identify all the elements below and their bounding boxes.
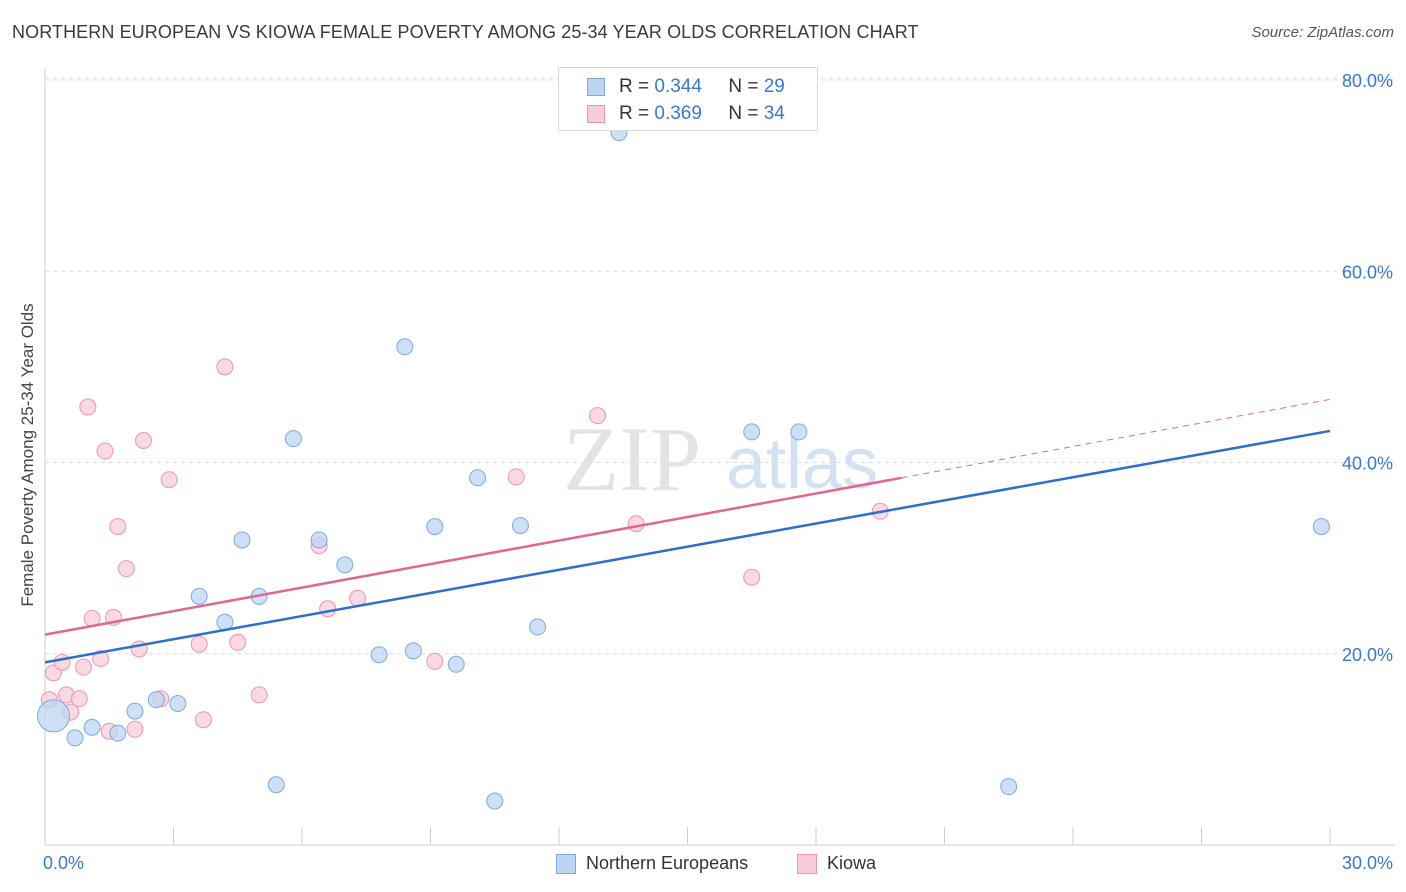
data-point-northern-europeans bbox=[109, 724, 127, 742]
data-point-northern-europeans bbox=[743, 423, 761, 441]
data-point-northern-europeans bbox=[529, 618, 547, 636]
data-point-kiowa bbox=[743, 568, 761, 586]
legend-swatch-pink bbox=[587, 105, 605, 123]
data-point-kiowa bbox=[75, 658, 93, 676]
r-label: R = bbox=[619, 103, 650, 124]
data-point-northern-europeans bbox=[426, 518, 444, 536]
x-tick-label: 30.0% bbox=[1342, 853, 1393, 873]
legend-label: Kiowa bbox=[827, 853, 877, 873]
legend-swatch-pink bbox=[797, 854, 817, 874]
r-label: R = bbox=[619, 76, 650, 97]
stats-text: R = 0.344 N = 29 bbox=[619, 76, 785, 98]
data-point-kiowa bbox=[250, 686, 268, 704]
r-value: 0.344 bbox=[654, 76, 702, 97]
data-point-kiowa bbox=[507, 468, 525, 486]
data-point-kiowa bbox=[70, 690, 88, 708]
y-tick-label: 40.0% bbox=[1342, 454, 1393, 474]
data-point-northern-europeans bbox=[169, 694, 187, 712]
data-point-northern-europeans bbox=[396, 338, 414, 356]
legend-swatch-blue bbox=[587, 78, 605, 96]
data-point-northern-europeans bbox=[147, 691, 165, 709]
data-point-kiowa bbox=[216, 358, 234, 376]
data-point-kiowa bbox=[589, 407, 607, 425]
data-point-northern-europeans bbox=[37, 699, 71, 733]
r-value: 0.369 bbox=[654, 103, 702, 124]
data-point-kiowa bbox=[109, 518, 127, 536]
data-point-northern-europeans bbox=[336, 556, 354, 574]
trendline-northern-europeans bbox=[44, 429, 1331, 664]
legend-label: Northern Europeans bbox=[586, 853, 749, 873]
data-point-kiowa bbox=[319, 600, 337, 618]
n-label: N = bbox=[728, 103, 759, 124]
data-point-northern-europeans bbox=[1000, 778, 1018, 796]
tick-label-layer: 20.0% 40.0% 60.0% 80.0% 0.0% 30.0% bbox=[43, 71, 1393, 873]
data-point-kiowa bbox=[126, 720, 144, 738]
legend-swatch-blue bbox=[556, 854, 576, 874]
data-point-kiowa bbox=[160, 471, 178, 489]
y-tick-label: 60.0% bbox=[1342, 262, 1393, 282]
data-point-kiowa bbox=[229, 633, 247, 651]
data-point-northern-europeans bbox=[190, 587, 208, 605]
data-point-northern-europeans bbox=[469, 469, 487, 487]
data-point-kiowa bbox=[92, 650, 110, 668]
chart-source: Source: ZipAtlas.com bbox=[1251, 24, 1394, 41]
n-label: N = bbox=[728, 76, 759, 97]
x-tick-label: 0.0% bbox=[43, 853, 84, 873]
data-point-kiowa bbox=[117, 560, 135, 578]
n-value: 29 bbox=[763, 76, 785, 97]
series-legend: Northern Europeans Kiowa bbox=[0, 850, 1406, 880]
data-point-northern-europeans bbox=[1312, 518, 1330, 536]
n-value: 34 bbox=[763, 103, 785, 124]
watermark-zip: ZIP bbox=[563, 408, 701, 510]
data-point-northern-europeans bbox=[404, 642, 422, 660]
data-point-northern-europeans bbox=[83, 718, 101, 736]
stats-text: R = 0.369 N = 34 bbox=[619, 103, 785, 125]
y-tick-label: 20.0% bbox=[1342, 645, 1393, 665]
data-point-kiowa bbox=[96, 442, 114, 460]
data-point-northern-europeans bbox=[284, 430, 302, 448]
data-point-kiowa bbox=[426, 652, 444, 670]
data-point-northern-europeans bbox=[267, 776, 285, 794]
trendline-kiowa bbox=[44, 476, 902, 636]
data-point-kiowa bbox=[135, 432, 153, 450]
data-point-northern-europeans bbox=[233, 531, 251, 549]
trend-layer bbox=[44, 398, 1331, 664]
trendline-kiowa-extension bbox=[901, 398, 1331, 479]
data-point-kiowa bbox=[79, 398, 97, 416]
y-tick-label: 80.0% bbox=[1342, 71, 1393, 91]
stats-legend: R = 0.344 N = 29 R = 0.369 N = 34 bbox=[558, 67, 818, 131]
data-point-northern-europeans bbox=[310, 531, 328, 549]
grid-layer bbox=[45, 77, 1395, 655]
data-point-kiowa bbox=[53, 653, 71, 671]
data-point-kiowa bbox=[627, 515, 645, 533]
data-point-northern-europeans bbox=[447, 655, 465, 673]
data-point-northern-europeans bbox=[511, 517, 529, 535]
data-point-northern-europeans bbox=[370, 646, 388, 664]
data-point-kiowa bbox=[190, 635, 208, 653]
data-point-northern-europeans bbox=[66, 729, 84, 747]
data-point-northern-europeans bbox=[486, 792, 504, 810]
chart-title: NORTHERN EUROPEAN VS KIOWA FEMALE POVERT… bbox=[12, 22, 919, 42]
data-point-kiowa bbox=[194, 711, 212, 729]
data-point-northern-europeans bbox=[790, 423, 808, 441]
data-point-northern-europeans bbox=[126, 702, 144, 720]
